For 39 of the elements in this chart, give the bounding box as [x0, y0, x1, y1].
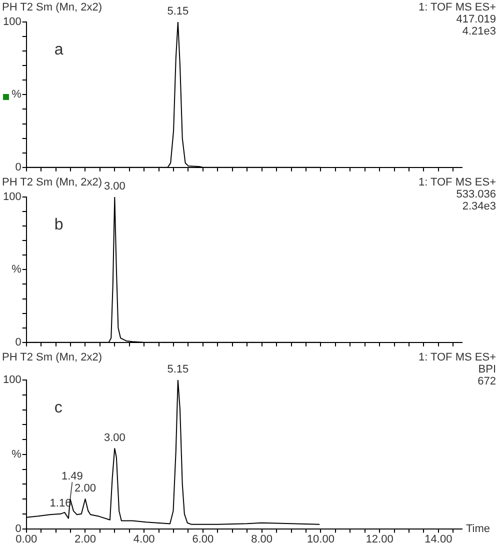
y-tick-label: %: [12, 448, 22, 460]
annotation: 1.49: [62, 470, 83, 483]
annotation: 5.15: [167, 6, 189, 18]
annotation: 3.00: [104, 432, 126, 444]
chart-title: PH T2 Sm (Mn, 2x2): [2, 2, 102, 14]
y-tick-label: 0: [15, 161, 22, 174]
annotation: c: [54, 399, 62, 416]
text: 1: TOF MS ES+: [418, 2, 496, 14]
y-tick-label: 100: [2, 16, 22, 28]
text: 672: [478, 376, 496, 388]
y-tick-label: %: [12, 264, 22, 276]
text: 2.34e3: [462, 200, 496, 213]
annotation: 533.036: [456, 188, 496, 201]
annotation: b: [54, 216, 64, 234]
y-tick-label: %: [12, 88, 22, 101]
annotation: 417.019: [456, 14, 496, 26]
text: 4.21e3: [462, 26, 496, 38]
x-tick-label: 6.00: [192, 533, 214, 546]
x-tick-label: 0.00: [16, 533, 38, 546]
x-tick-label: 10.00: [306, 533, 334, 546]
x-tick-label: 8.00: [251, 533, 273, 546]
text: 1: TOF MS ES+: [418, 176, 496, 189]
y-tick-label: 100: [2, 374, 22, 386]
text: BPI: [478, 364, 496, 376]
chart-title: PH T2 Sm (Mn, 2x2): [2, 176, 102, 189]
y-tick-label: 0: [15, 522, 22, 535]
annotation: a: [54, 41, 64, 58]
y-tick-label: 100: [2, 191, 22, 204]
annotation: 3.00: [104, 180, 126, 193]
chart-title: PH T2 Sm (Mn, 2x2): [2, 352, 102, 364]
x-tick-label: 2.00: [74, 533, 96, 546]
text: 1: TOF MS ES+: [418, 352, 496, 364]
y-tick-label: 0: [15, 336, 22, 348]
x-tick-label: 14.00: [424, 533, 452, 546]
x-axis-title: Time: [466, 522, 490, 535]
x-tick-label: 4.00: [133, 533, 155, 546]
x-tick-label: 12.00: [366, 533, 394, 546]
annotation: 5.15: [167, 364, 189, 376]
annotation: 2.00: [74, 482, 96, 495]
